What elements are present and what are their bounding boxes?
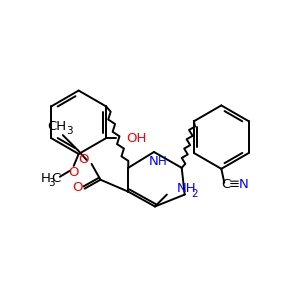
Text: N: N xyxy=(149,155,159,168)
Text: O: O xyxy=(68,166,79,179)
Text: O: O xyxy=(78,153,89,167)
Text: H: H xyxy=(158,155,166,168)
Text: 3: 3 xyxy=(66,126,73,136)
Text: C: C xyxy=(51,172,61,185)
Text: CH: CH xyxy=(47,120,66,133)
Text: O: O xyxy=(72,181,83,194)
Text: ≡: ≡ xyxy=(229,178,240,191)
Text: OH: OH xyxy=(126,132,146,145)
Text: H: H xyxy=(41,172,51,185)
Text: C: C xyxy=(222,178,231,191)
Text: N: N xyxy=(238,178,248,191)
Text: 3: 3 xyxy=(49,178,55,188)
Text: NH: NH xyxy=(177,182,196,195)
Text: 2: 2 xyxy=(192,189,198,199)
